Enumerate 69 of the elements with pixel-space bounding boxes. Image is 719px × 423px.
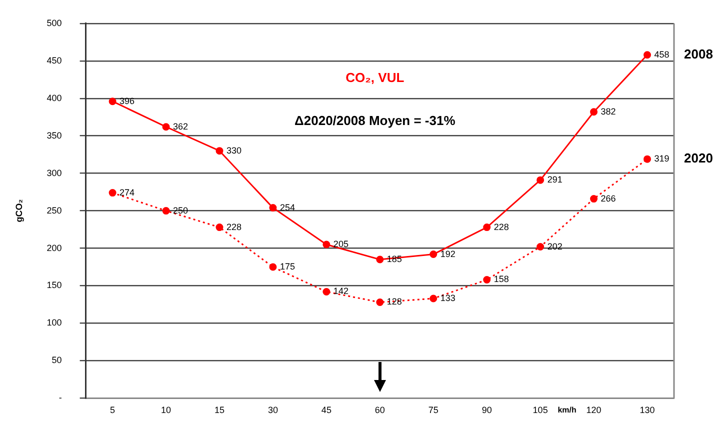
point (483, 276, 491, 284)
point (269, 204, 277, 212)
data-label: 458 (654, 49, 670, 60)
y-tick-label: 400 (46, 92, 62, 103)
point (590, 195, 598, 203)
x-tick-label: 45 (321, 405, 332, 416)
data-label: 128 (386, 296, 402, 307)
data-label: 274 (120, 187, 135, 198)
data-label: 382 (600, 106, 616, 116)
data-label: 228 (494, 222, 509, 232)
text: CO₂, VUL (346, 70, 404, 85)
y-tick-label: 250 (46, 205, 62, 216)
data-label: 266 (600, 193, 616, 204)
point (536, 243, 544, 251)
y-tick-label: 200 (46, 242, 62, 253)
text: 2020 (684, 150, 713, 166)
data-label: 142 (333, 286, 348, 296)
x-axis-title: km/h (558, 405, 577, 414)
y-axis-title: gCO₂ (14, 199, 24, 222)
y-tick-label: 50 (52, 355, 62, 366)
point (590, 108, 598, 116)
x-tick-label: 105 (532, 405, 548, 416)
data-label: 228 (226, 222, 242, 232)
x-tick-label: 10 (161, 405, 172, 416)
point (108, 189, 116, 197)
point (322, 240, 330, 248)
x-tick-label: 130 (640, 405, 655, 416)
point (376, 298, 384, 306)
x-tick-label: 90 (482, 405, 492, 416)
point (216, 224, 224, 232)
text: 2008 (684, 46, 713, 62)
x-tick-label: 15 (214, 405, 224, 416)
point (108, 98, 116, 106)
data-label: 330 (226, 145, 242, 156)
y-tick-label: 350 (46, 130, 62, 140)
point (483, 224, 491, 232)
point (430, 250, 438, 258)
point (269, 263, 277, 271)
data-label: 396 (120, 96, 135, 106)
point (162, 207, 170, 215)
point (376, 256, 384, 264)
data-label: 133 (440, 292, 456, 303)
data-label: 291 (547, 174, 562, 185)
y-tick-label: 300 (46, 168, 62, 178)
point (322, 288, 330, 296)
point (162, 123, 170, 131)
data-label: 254 (280, 202, 295, 212)
x-tick-label: 30 (268, 405, 278, 416)
point (644, 51, 652, 59)
x-tick-label: 120 (586, 405, 602, 416)
x-tick-label: 75 (428, 405, 438, 416)
data-label: 175 (280, 262, 295, 272)
annotation: Δ2020/2008 Moyen = -31% (294, 112, 456, 128)
data-label: 192 (440, 248, 456, 259)
y-tick-label: - (58, 392, 62, 403)
y-tick-label: 500 (46, 18, 62, 28)
data-label: 319 (654, 154, 670, 164)
data-label: 158 (494, 274, 509, 284)
point (644, 155, 652, 163)
y-tick-label: 100 (46, 318, 62, 328)
point (430, 294, 438, 302)
y-tick-label: 150 (46, 280, 62, 290)
data-label: 362 (173, 121, 188, 132)
point (536, 176, 544, 184)
x-tick-label: 5 (110, 405, 116, 416)
point (216, 147, 224, 155)
data-label: 205 (333, 239, 348, 250)
y-tick-label: 450 (46, 55, 62, 66)
x-tick-label: 60 (374, 405, 385, 416)
